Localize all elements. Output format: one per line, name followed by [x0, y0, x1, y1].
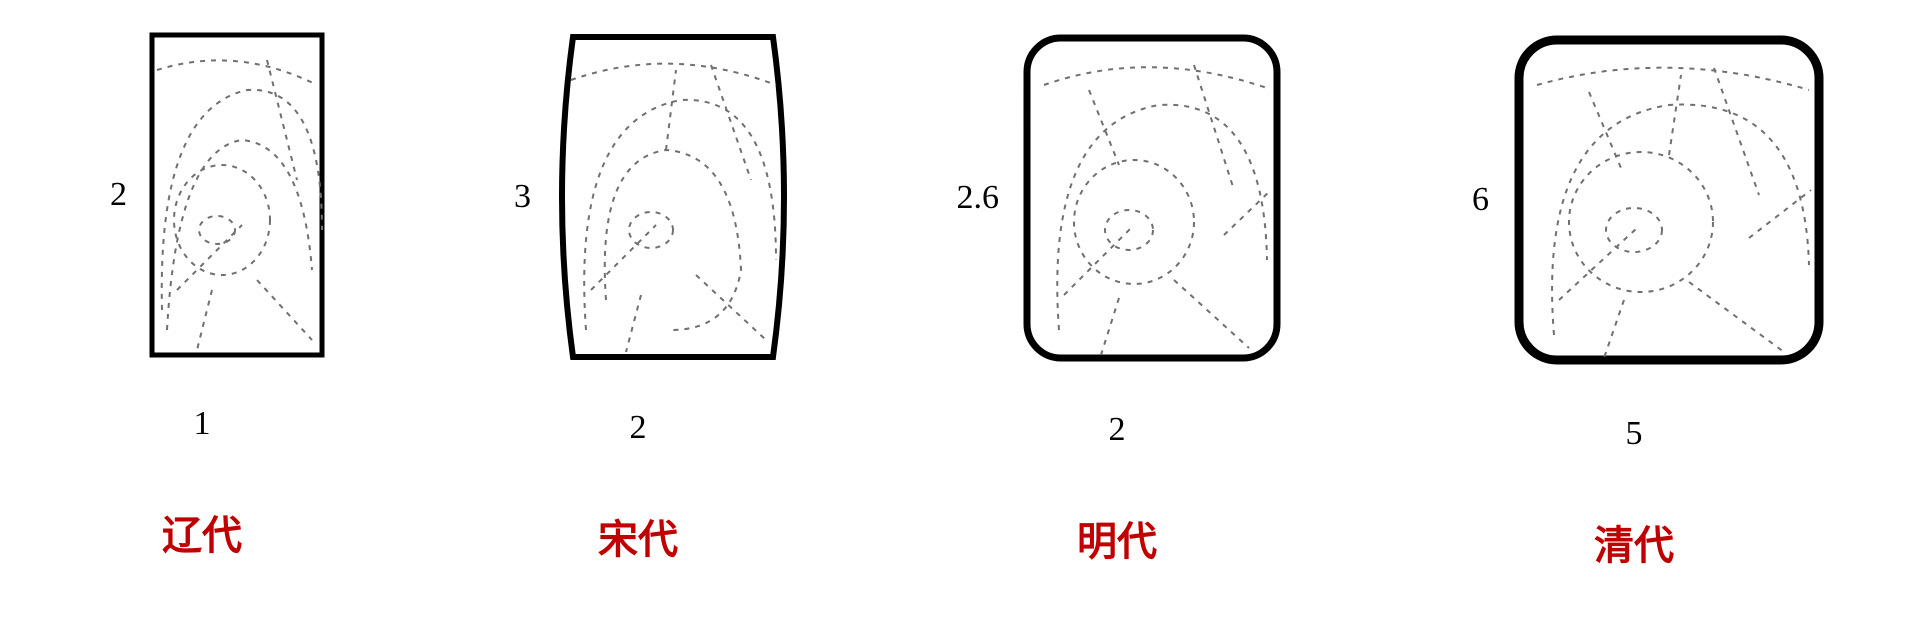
dynasty-label-song: 宋代: [598, 507, 678, 565]
height-label: 6: [1439, 181, 1489, 219]
dynasty-label-liao: 辽代: [162, 503, 242, 561]
height-label: 2: [77, 176, 127, 214]
cross-section-liao: [147, 30, 327, 360]
width-label: 1: [194, 405, 211, 443]
diagram-root: 2 1 辽: [0, 0, 1906, 624]
panel-qing: 6: [1439, 30, 1829, 571]
panel-song: 3 2 宋: [481, 30, 795, 565]
panel-liao: 2 1 辽: [77, 30, 327, 561]
figure-row: 2.6: [949, 30, 1285, 366]
height-label: 2.6: [949, 179, 999, 217]
width-label: 5: [1626, 415, 1643, 453]
width-label: 2: [630, 409, 647, 447]
panel-ming: 2.6: [949, 30, 1285, 567]
figure-row: 6: [1439, 30, 1829, 370]
width-label: 2: [1109, 411, 1126, 449]
dynasty-label-ming: 明代: [1077, 509, 1157, 567]
cross-section-song: [551, 30, 795, 364]
figure-row: 3: [481, 30, 795, 364]
dynasty-label-qing: 清代: [1594, 513, 1674, 571]
cross-section-qing: [1509, 30, 1829, 370]
height-label: 3: [481, 178, 531, 216]
cross-section-ming: [1019, 30, 1285, 366]
figure-row: 2: [77, 30, 327, 360]
